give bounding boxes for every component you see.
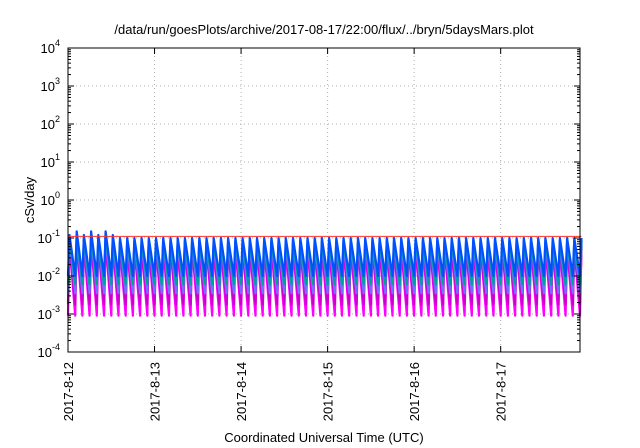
y-tick-label: 101 <box>41 152 60 170</box>
y-tick-label: 10-3 <box>38 304 60 322</box>
series-line-4 <box>66 230 583 278</box>
x-tick-label: 2017-8-12 <box>61 362 76 421</box>
x-tick-label: 2017-8-17 <box>494 362 509 421</box>
x-axis-label: Coordinated Universal Time (UTC) <box>224 430 423 445</box>
grid <box>68 48 580 352</box>
x-tick-label: 2017-8-13 <box>148 362 163 421</box>
series-area <box>66 230 583 317</box>
y-tick-label: 100 <box>41 190 60 208</box>
x-axis: 2017-8-12 2017-8-13 2017-8-14 2017-8-15 2017… <box>61 48 509 421</box>
y-tick-label: 10-1 <box>38 228 60 246</box>
y-tick-label: 104 <box>41 38 60 56</box>
y-tick-label: 102 <box>41 114 60 132</box>
x-tick-label: 2017-8-14 <box>234 362 249 421</box>
y-tick-label: 10-4 <box>38 342 60 360</box>
y-tick-label: 103 <box>41 76 60 94</box>
y-axis: 10-4 10-3 10-2 10-1 100 101 102 103 104 <box>38 38 580 360</box>
x-tick-label: 2017-8-16 <box>407 362 422 421</box>
y-axis-label: cSv/day <box>22 176 37 223</box>
chart-title: /data/run/goesPlots/archive/2017-08-17/2… <box>114 22 534 37</box>
y-tick-label: 10-2 <box>38 266 60 284</box>
x-tick-label: 2017-8-15 <box>321 362 336 421</box>
